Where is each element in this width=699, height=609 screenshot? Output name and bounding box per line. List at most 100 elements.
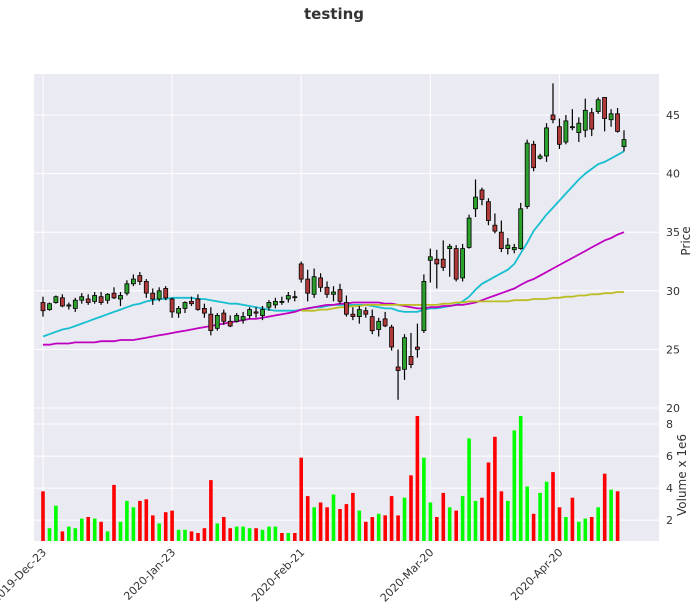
price-panel bbox=[34, 74, 659, 408]
volume-bar-up bbox=[241, 526, 245, 541]
volume-bar-up bbox=[422, 457, 426, 541]
volume-bar-down bbox=[151, 515, 155, 541]
volume-bar-down bbox=[189, 531, 194, 541]
volume-bar-up bbox=[234, 526, 239, 541]
candle-down bbox=[408, 355, 414, 365]
candle-down bbox=[414, 346, 420, 350]
volume-bar-down bbox=[112, 484, 116, 541]
price-tick-label: 25 bbox=[666, 343, 680, 356]
volume-bar-up bbox=[428, 502, 433, 541]
candle-up bbox=[240, 316, 246, 321]
candle-up bbox=[427, 256, 433, 261]
volume-bar-down bbox=[454, 510, 458, 541]
volume-bar-down bbox=[435, 517, 439, 541]
candle-down bbox=[150, 292, 156, 300]
candle-up bbox=[234, 314, 240, 322]
volume-bar-up bbox=[538, 492, 542, 541]
volume-bar-down bbox=[396, 515, 400, 541]
candle-up bbox=[214, 314, 220, 329]
volume-bar-down bbox=[60, 531, 65, 541]
candle-up bbox=[92, 295, 97, 302]
volume-bar-up bbox=[331, 494, 336, 541]
candle-up bbox=[570, 126, 575, 129]
candle-up bbox=[505, 244, 511, 250]
volume-bar-down bbox=[138, 500, 142, 541]
candle-up bbox=[124, 283, 130, 294]
volume-bar-up bbox=[609, 489, 613, 541]
volume-bar-up bbox=[54, 505, 58, 541]
candle-up bbox=[466, 217, 472, 248]
price-tick-label: 30 bbox=[666, 285, 680, 298]
candle-up bbox=[537, 155, 543, 159]
volume-bar-down bbox=[557, 507, 562, 541]
volume-bar-down bbox=[280, 533, 284, 541]
candle-up bbox=[66, 304, 72, 307]
volume-bar-down bbox=[615, 491, 620, 541]
volume-bar-up bbox=[467, 438, 471, 541]
volume-bar-up bbox=[286, 533, 291, 541]
candle-down bbox=[298, 263, 304, 280]
volume-bar-up bbox=[512, 430, 517, 541]
candle-down bbox=[615, 113, 620, 132]
candle-down bbox=[337, 289, 343, 302]
volume-bar-down bbox=[41, 491, 45, 541]
volume-bar-down bbox=[338, 509, 342, 541]
date-tick-label: 2020-Mar-20 bbox=[378, 546, 437, 605]
volume-tick-label: 4 bbox=[666, 482, 673, 495]
candle-down bbox=[253, 311, 259, 314]
candle-down bbox=[318, 277, 324, 288]
candle-down bbox=[40, 302, 46, 312]
candle-down bbox=[201, 307, 207, 314]
moving-average-lines bbox=[42, 150, 625, 346]
candle-up bbox=[311, 276, 317, 295]
volume-bar-up bbox=[73, 528, 78, 541]
candle-up bbox=[156, 290, 162, 300]
candle-down bbox=[208, 313, 214, 332]
volume-bar-up bbox=[215, 523, 220, 541]
volume-bar-down bbox=[144, 499, 149, 541]
candle-up bbox=[279, 300, 285, 303]
volume-bar-up bbox=[518, 416, 523, 541]
price-tick-label: 40 bbox=[666, 168, 680, 181]
price-tick-label: 45 bbox=[666, 109, 680, 122]
candle-up bbox=[260, 309, 265, 316]
candle-up bbox=[272, 300, 278, 306]
price-tick-label: 20 bbox=[666, 402, 680, 415]
candle-up bbox=[285, 295, 291, 300]
volume-bar-up bbox=[376, 513, 381, 541]
volume-bar-up bbox=[447, 507, 452, 541]
candle-down bbox=[324, 286, 330, 295]
date-tick-label: 2020-Apr-20 bbox=[508, 546, 565, 603]
moving-average-line-3 bbox=[301, 291, 624, 312]
candle-down bbox=[434, 258, 440, 265]
candle-up bbox=[595, 99, 601, 112]
candle-up bbox=[518, 208, 524, 250]
candle-down bbox=[350, 313, 356, 317]
volume-bar-down bbox=[602, 473, 607, 541]
volume-bar-up bbox=[583, 518, 588, 541]
volume-bar-down bbox=[531, 513, 536, 541]
candle-up bbox=[292, 296, 298, 299]
volume-bar-down bbox=[480, 497, 484, 541]
candlestick-series bbox=[40, 83, 627, 400]
candle-down bbox=[137, 275, 143, 282]
volume-bar-down bbox=[441, 492, 446, 541]
volume-bar-down bbox=[318, 502, 323, 541]
candle-down bbox=[389, 326, 395, 348]
candle-up bbox=[182, 302, 188, 309]
volume-bar-up bbox=[312, 507, 316, 541]
candle-up bbox=[72, 299, 78, 309]
candle-down bbox=[589, 112, 595, 130]
volume-bar-down bbox=[196, 533, 200, 541]
volume-bar-down bbox=[325, 507, 329, 541]
candle-down bbox=[492, 224, 498, 232]
candle-up bbox=[402, 337, 407, 370]
volume-bars bbox=[41, 416, 620, 541]
volume-bar-up bbox=[157, 523, 161, 541]
date-tick-label: 2020-Jan-23 bbox=[121, 546, 178, 603]
candle-up bbox=[130, 278, 136, 285]
candle-down bbox=[85, 298, 91, 303]
candle-up bbox=[105, 293, 110, 301]
price-axis-label: Price bbox=[679, 226, 693, 255]
